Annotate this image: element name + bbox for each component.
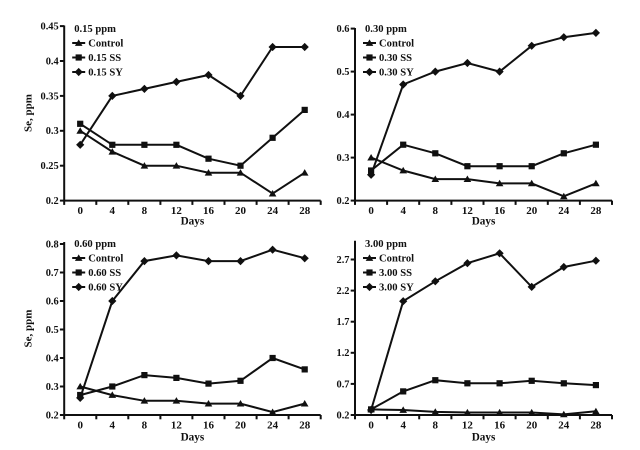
svg-text:4: 4 [400,420,406,432]
svg-text:0: 0 [368,420,374,432]
svg-text:28: 28 [590,205,602,217]
svg-text:0.15 SY: 0.15 SY [88,67,123,78]
svg-text:0.2: 0.2 [46,410,59,421]
svg-text:1.7: 1.7 [337,317,350,328]
svg-text:8: 8 [142,420,148,432]
svg-text:20: 20 [526,420,538,432]
svg-text:3.00 ppm: 3.00 ppm [365,239,407,250]
svg-text:0.60 ppm: 0.60 ppm [74,239,116,250]
svg-text:12: 12 [171,205,183,217]
svg-text:Days: Days [472,431,496,443]
svg-text:3.00 SY: 3.00 SY [379,282,414,293]
svg-text:8: 8 [433,420,439,432]
svg-text:1.2: 1.2 [337,348,350,359]
svg-text:0.7: 0.7 [46,268,59,279]
svg-text:24: 24 [558,205,570,217]
svg-text:0.4: 0.4 [46,353,59,364]
svg-text:4: 4 [400,205,406,217]
svg-text:Se, ppm: Se, ppm [23,310,35,348]
svg-text:0.2: 0.2 [337,410,350,421]
svg-text:12: 12 [462,205,474,217]
svg-text:8: 8 [433,205,439,217]
svg-text:2.7: 2.7 [337,255,350,266]
svg-text:0.25: 0.25 [41,161,59,172]
svg-text:Control: Control [88,38,123,49]
svg-text:Se, ppm: Se, ppm [23,94,35,132]
svg-text:0.60 SY: 0.60 SY [88,282,123,293]
svg-text:0.2: 0.2 [337,196,350,207]
svg-text:24: 24 [267,420,279,432]
svg-text:12: 12 [462,420,474,432]
svg-text:0: 0 [77,205,83,217]
svg-text:8: 8 [142,205,148,217]
svg-text:2.2: 2.2 [337,286,350,297]
svg-text:3.00 SS: 3.00 SS [379,268,412,279]
svg-text:0.6: 0.6 [337,24,350,35]
svg-text:12: 12 [171,420,183,432]
svg-text:0.6: 0.6 [46,296,59,307]
svg-text:0: 0 [368,205,374,217]
svg-text:0.3: 0.3 [46,382,59,393]
svg-text:28: 28 [299,205,311,217]
svg-text:16: 16 [494,420,506,432]
svg-text:Days: Days [472,215,496,227]
svg-text:28: 28 [299,420,311,432]
svg-text:16: 16 [203,420,215,432]
svg-text:0.3: 0.3 [46,126,59,137]
svg-text:16: 16 [203,205,215,217]
svg-text:28: 28 [590,420,602,432]
svg-text:Control: Control [88,253,123,264]
svg-text:0.3: 0.3 [337,153,350,164]
svg-text:16: 16 [494,205,506,217]
svg-text:20: 20 [526,205,538,217]
svg-text:0.2: 0.2 [46,196,59,207]
svg-text:0.4: 0.4 [337,110,350,121]
svg-text:Control: Control [379,38,414,49]
svg-text:0.15 SS: 0.15 SS [88,53,121,64]
svg-text:0.30 SY: 0.30 SY [379,67,414,78]
svg-text:Days: Days [181,215,205,227]
svg-text:Days: Days [181,431,205,443]
svg-text:0.30 ppm: 0.30 ppm [365,24,407,35]
svg-text:20: 20 [235,420,247,432]
svg-text:0.45: 0.45 [41,22,59,33]
svg-text:0: 0 [77,420,83,432]
svg-text:0.5: 0.5 [46,325,59,336]
svg-text:0.4: 0.4 [46,56,59,67]
svg-text:24: 24 [558,420,570,432]
svg-text:4: 4 [110,205,116,217]
svg-text:24: 24 [267,205,279,217]
svg-text:0.7: 0.7 [337,379,350,390]
svg-text:0.30 SS: 0.30 SS [379,53,412,64]
svg-text:0.5: 0.5 [337,67,350,78]
svg-text:4: 4 [110,420,116,432]
svg-text:0.35: 0.35 [41,91,59,102]
svg-text:0.8: 0.8 [46,239,59,250]
svg-text:20: 20 [235,205,247,217]
svg-text:0.60 SS: 0.60 SS [88,268,121,279]
svg-text:0.15 ppm: 0.15 ppm [74,24,116,35]
svg-text:Control: Control [379,253,414,264]
